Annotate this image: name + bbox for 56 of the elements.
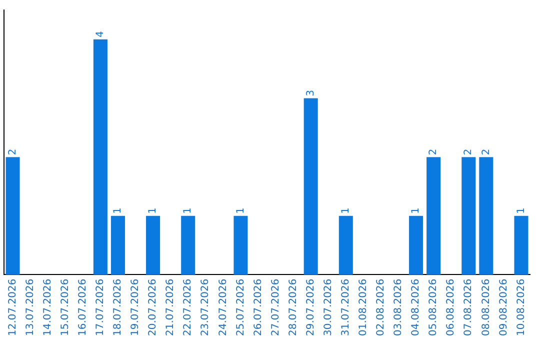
data-label: 2 bbox=[7, 148, 18, 156]
x-tick-label: 04.08.2026 bbox=[410, 278, 422, 336]
data-label: 1 bbox=[340, 208, 352, 214]
x-tick-label: 23.07.2026 bbox=[200, 278, 212, 336]
bar bbox=[514, 216, 528, 275]
x-tick-label: 26.07.2026 bbox=[252, 278, 264, 336]
x-tick-label: 29.07.2026 bbox=[305, 278, 316, 336]
x-tick-label: 10.08.2026 bbox=[516, 278, 527, 336]
x-tick-label: 31.07.2026 bbox=[340, 278, 352, 336]
x-tick-label: 13.07.2026 bbox=[24, 278, 36, 336]
x-tick-label: 16.07.2026 bbox=[77, 278, 88, 336]
bar bbox=[234, 216, 248, 275]
x-tick-label: 27.07.2026 bbox=[270, 278, 282, 336]
x-tick-label: 06.08.2026 bbox=[446, 278, 457, 336]
x-tick-label: 18.07.2026 bbox=[112, 278, 124, 336]
bar bbox=[146, 216, 160, 275]
bar bbox=[462, 157, 476, 275]
x-tick-label: 12.07.2026 bbox=[7, 278, 18, 336]
bar bbox=[304, 98, 318, 275]
x-tick-label: 19.07.2026 bbox=[130, 278, 142, 336]
x-tick-label: 07.08.2026 bbox=[463, 278, 474, 336]
x-tick-label: 21.07.2026 bbox=[165, 278, 176, 336]
x-tick-label: 28.07.2026 bbox=[288, 278, 299, 336]
data-label: 2 bbox=[463, 148, 474, 156]
data-label: 2 bbox=[480, 148, 492, 156]
x-tick-label: 24.07.2026 bbox=[218, 278, 229, 336]
data-label: 1 bbox=[182, 208, 194, 214]
data-label: 1 bbox=[148, 208, 159, 214]
x-tick-label: 30.07.2026 bbox=[322, 278, 334, 336]
x-tick-label: 22.07.2026 bbox=[182, 278, 194, 336]
bar bbox=[338, 216, 353, 275]
data-label: 1 bbox=[112, 208, 124, 214]
bar bbox=[6, 157, 20, 275]
bar bbox=[181, 216, 196, 275]
x-tick-label: 20.07.2026 bbox=[148, 278, 159, 336]
x-tick-label: 25.07.2026 bbox=[235, 278, 246, 336]
bar bbox=[409, 216, 424, 275]
data-label: 3 bbox=[305, 90, 316, 96]
x-tick-label: 08.08.2026 bbox=[480, 278, 492, 336]
x-tick-label: 15.07.2026 bbox=[60, 278, 71, 336]
bar bbox=[110, 216, 125, 275]
x-tick-label: 05.08.2026 bbox=[428, 278, 440, 336]
data-label: 4 bbox=[95, 31, 106, 38]
data-label: 1 bbox=[235, 208, 246, 214]
x-tick-label: 17.07.2026 bbox=[95, 278, 106, 336]
x-tick-label: 01.08.2026 bbox=[358, 278, 370, 336]
x-tick-label: 14.07.2026 bbox=[42, 278, 54, 336]
bar bbox=[479, 157, 494, 275]
data-label: 1 bbox=[516, 208, 527, 214]
bar bbox=[426, 157, 441, 275]
bar bbox=[93, 39, 108, 275]
x-tick-label: 09.08.2026 bbox=[498, 278, 510, 336]
data-label: 1 bbox=[410, 208, 422, 214]
x-tick-label: 03.08.2026 bbox=[393, 278, 404, 336]
x-tick-label: 02.08.2026 bbox=[376, 278, 387, 336]
data-label: 2 bbox=[428, 148, 440, 156]
